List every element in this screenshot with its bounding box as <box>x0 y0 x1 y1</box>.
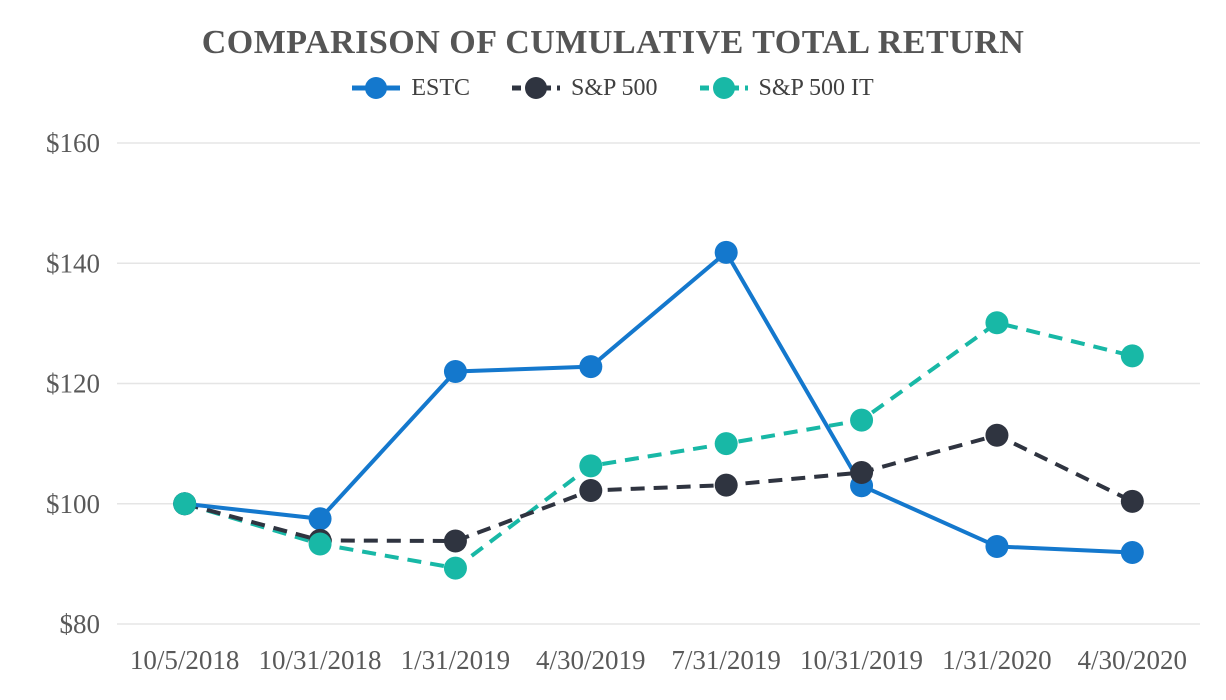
data-point-sp500 <box>850 460 874 484</box>
x-tick-label: 4/30/2019 <box>536 645 646 675</box>
estc-line-marker-icon <box>352 77 401 100</box>
legend-item-sp500it: S&P 500 IT <box>699 74 874 102</box>
series-line-estc <box>184 249 1133 555</box>
data-point-estc <box>1120 540 1144 564</box>
data-point-sp500it <box>579 454 603 478</box>
x-tick-label: 10/31/2018 <box>259 645 382 675</box>
data-point-sp500it <box>850 408 874 432</box>
data-point-estc <box>579 355 603 379</box>
data-point-estc <box>308 507 332 531</box>
chart-legend: ESTC S&P 500 S&P 500 IT <box>0 73 1226 103</box>
sp500-line-marker-icon <box>512 77 561 100</box>
data-point-sp500 <box>579 479 603 503</box>
data-point-sp500it <box>985 311 1009 335</box>
x-tick-label: 10/31/2019 <box>800 645 923 675</box>
y-tick-label: $100 <box>46 489 100 519</box>
x-tick-label: 4/30/2020 <box>1078 645 1188 675</box>
legend-label-estc: ESTC <box>411 74 471 101</box>
x-tick-label: 1/31/2020 <box>942 645 1052 675</box>
data-point-sp500 <box>985 423 1009 447</box>
data-point-estc <box>443 359 467 383</box>
y-tick-label: $80 <box>60 609 101 639</box>
x-tick-label: 7/31/2019 <box>671 645 781 675</box>
legend-item-sp500: S&P 500 <box>512 74 658 102</box>
legend-label-sp500it: S&P 500 IT <box>758 74 874 101</box>
data-point-sp500it <box>443 556 467 580</box>
data-point-sp500 <box>443 529 467 553</box>
y-tick-label: $140 <box>46 248 100 278</box>
x-tick-label: 10/5/2018 <box>130 645 240 675</box>
data-point-sp500it <box>308 532 332 556</box>
data-point-estc <box>714 240 738 264</box>
data-point-estc <box>985 534 1009 558</box>
data-point-sp500it <box>1120 344 1144 368</box>
legend-label-sp500: S&P 500 <box>571 74 658 101</box>
series-line-sp500 <box>184 433 1134 544</box>
chart-title: COMPARISON OF CUMULATIVE TOTAL RETURN <box>201 24 1025 61</box>
legend-item-estc: ESTC <box>352 75 470 102</box>
data-point-sp500it <box>173 492 197 516</box>
data-point-sp500it <box>714 432 738 456</box>
sp500it-line-marker-icon <box>699 77 748 100</box>
series-line-sp500it <box>184 320 1133 571</box>
y-tick-label: $160 <box>46 128 100 158</box>
data-point-sp500 <box>1120 489 1144 513</box>
data-point-sp500 <box>714 473 738 497</box>
y-tick-label: $120 <box>46 369 100 399</box>
x-tick-label: 1/31/2019 <box>401 645 511 675</box>
